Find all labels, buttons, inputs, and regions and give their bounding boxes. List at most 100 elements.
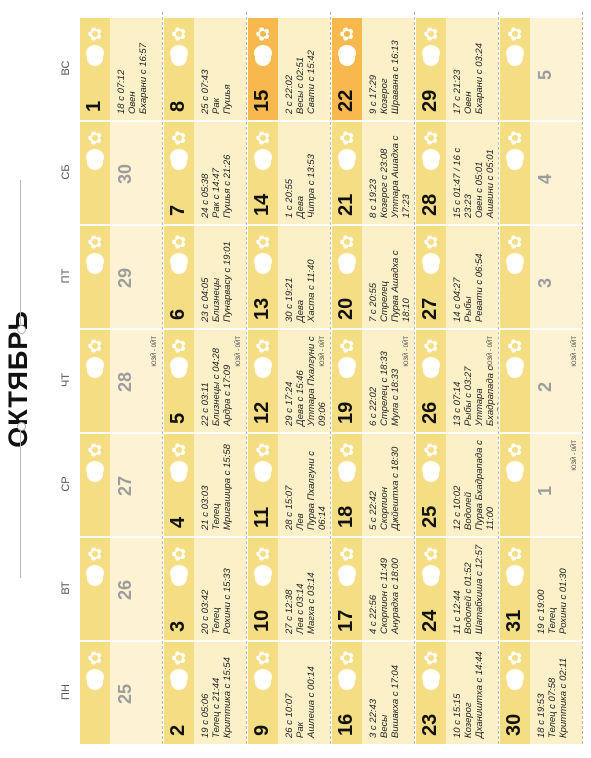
sync-mark: ЮЗЙ - 0ЙТ	[572, 440, 578, 471]
day-cell[interactable]: ✿ 28 15 с 01:47 / 16 с 23:23 Овен с 05:01 …	[416, 122, 498, 224]
moon-phase-icon	[255, 362, 271, 378]
day-cell[interactable]: ✿ 27	[80, 434, 162, 536]
day-cell[interactable]: ✿ 23 10 с 15:15 Козерог Дхаништха с 14:44	[416, 642, 498, 744]
day-cell[interactable]: ✿ 17 4 с 22:56 Скорпион с 11:49 Анурадха с…	[332, 538, 414, 640]
day-cell[interactable]: ✿ 3	[500, 226, 582, 328]
day-cell[interactable]: ✿ 8 25 с 07:43 Рак Пушья	[164, 18, 246, 120]
day-cell[interactable]: ✿ 4	[500, 122, 582, 224]
day-cell[interactable]: ✿ 7 24 с 05:38 Рак с 14:47 Пушья с 21:26	[164, 122, 246, 224]
day-cell[interactable]: ✿ 5 22 с 03:11 Близнецы с 04:28 Ардра с 17…	[164, 330, 246, 432]
moon-phase-icon	[87, 466, 103, 482]
flower-icon: ✿	[421, 442, 441, 458]
day-number: 16	[335, 713, 357, 736]
day-info: 14 с 04:27 Рыбы Ревати с 06:54	[452, 253, 485, 322]
flower-icon: ✿	[337, 130, 357, 146]
day-cell[interactable]: ✿ 31 19 с 19:00 Телец Рохини с 01:30	[500, 538, 582, 640]
day-cell[interactable]: ✿ 19 6 с 22:02 Стрелец с 18:33 Мула с 18:3…	[332, 330, 414, 432]
day-cell[interactable]: ✿ 1 ЮЗЙ - 0ЙТ	[500, 434, 582, 536]
flower-icon: ✿	[253, 234, 273, 250]
flower-icon: ✿	[169, 650, 189, 666]
flower-icon: ✿	[421, 650, 441, 666]
day-cell[interactable]: ✿ 14 1 с 20:55 Дева Читра с 13:53	[248, 122, 330, 224]
moon-phase-icon	[255, 674, 271, 690]
day-cell[interactable]: ✿ 9 26 с 10:07 Рак Ашлеша с 00:14	[248, 642, 330, 744]
moon-phase-icon	[87, 570, 103, 586]
flower-icon: ✿	[421, 338, 441, 354]
moon-phase-icon	[507, 466, 523, 482]
day-cell[interactable]: ✿ 26	[80, 538, 162, 640]
day-cell[interactable]: ✿ 11 28 с 15:07 Лев Пурва Пхалгуни с 06:14	[248, 434, 330, 536]
flower-icon: ✿	[505, 234, 525, 250]
day-info: 6 с 22:02 Стрелец с 18:33 Мула с 18:33	[368, 351, 401, 426]
day-info: 5 с 22:42 Скорпион Джйештха с 18:30	[368, 446, 401, 530]
moon-phase-icon	[255, 50, 271, 66]
moon-phase-icon	[339, 362, 355, 378]
day-cell[interactable]: ✿ 22 9 с 17:29 Козерог Шравана с 16:13	[332, 18, 414, 120]
day-cell[interactable]: ✿ 6 23 с 04:05 Близнецы Пунарвасу с 19:01	[164, 226, 246, 328]
day-header: ✿	[80, 330, 110, 432]
day-cell[interactable]: ✿ 25	[80, 642, 162, 744]
moon-phase-icon	[171, 154, 187, 170]
flower-icon: ✿	[169, 546, 189, 562]
day-number: 27	[419, 297, 441, 320]
day-cell[interactable]: ✿ 2 ЮЗЙ - 0ЙТ	[500, 330, 582, 432]
day-cell[interactable]: ✿ 2 19 с 05:06 Телец с 21:44 Криттика с 15…	[164, 642, 246, 744]
calendar-grid: ✿ 25 ✿ 26 ✿ 27 ✿ 28 ЮЗЙ - 0ЙТ ✿ 29 ✿ 30 ✿ 1 18 с 07:12 …	[80, 12, 585, 744]
day-cell[interactable]: ✿ 13 30 с 19:21 Дева Хаста с 11:40	[248, 226, 330, 328]
day-cell[interactable]: ✿ 20 7 с 20:55 Стрелец Пурва Ашадха с 18:1…	[332, 226, 414, 328]
day-cell[interactable]: ✿ 15 2 с 22:02 Весы с 02:51 Свати с 15:42	[248, 18, 330, 120]
flower-icon: ✿	[85, 234, 105, 250]
day-info: 21 с 03:03 Телец Мригашира с 15:58	[200, 444, 233, 530]
day-cell[interactable]: ✿ 29	[80, 226, 162, 328]
flower-icon: ✿	[505, 338, 525, 354]
day-cell[interactable]: ✿ 25 12 с 10:02 Водолей Пурва Бхадрапада с…	[416, 434, 498, 536]
day-cell[interactable]: ✿ 1 18 с 07:12 Овен Бхарани с 16:57	[80, 18, 162, 120]
weekday-sun: ВС	[60, 60, 72, 76]
day-cell[interactable]: ✿ 5	[500, 18, 582, 120]
day-cell[interactable]: ✿ 16 3 с 22:43 Весы Вишакха с 17:04	[332, 642, 414, 744]
sync-mark: ЮЗЙ - 0ЙТ	[152, 336, 158, 367]
day-info: 12 с 10:02 Водолей Пурва Бхадрапада с 11…	[452, 440, 496, 530]
day-cell[interactable]: ✿ 28 ЮЗЙ - 0ЙТ	[80, 330, 162, 432]
day-cell[interactable]: ✿ 18 5 с 22:42 Скорпион Джйештха с 18:30	[332, 434, 414, 536]
day-number: 21	[335, 193, 357, 216]
day-header: ✿	[500, 122, 530, 224]
month-title: ОКТЯБРЬ	[3, 310, 33, 448]
sync-mark: ЮЗЙ - 0ЙТ	[404, 336, 410, 367]
weekday-tue: ВТ	[60, 581, 72, 595]
day-cell[interactable]: ✿ 30	[80, 122, 162, 224]
day-cell[interactable]: ✿ 26 13 с 07:14 Рыбы с 03:27 Уттара Бхадра…	[416, 330, 498, 432]
day-number: 26	[115, 579, 135, 600]
flower-icon: ✿	[253, 338, 273, 354]
day-cell[interactable]: ✿ 4 21 с 03:03 Телец Мригашира с 15:58	[164, 434, 246, 536]
day-cell[interactable]: ✿ 12 29 с 17:24 Дева с 15:46 Уттара Пхалгу…	[248, 330, 330, 432]
moon-phase-icon	[87, 50, 103, 66]
day-cell[interactable]: ✿ 29 17 с 21:23 Овен Бхарани с 03:24	[416, 18, 498, 120]
moon-phase-icon	[339, 258, 355, 274]
weekday-mon: ПН	[60, 684, 72, 700]
day-number: 11	[251, 506, 273, 528]
day-cell[interactable]: ✿ 21 8 с 19:23 Козерог с 23:08 Уттара Ашад…	[332, 122, 414, 224]
moon-phase-icon	[423, 154, 439, 170]
moon-phase-icon	[339, 466, 355, 482]
moon-phase-icon	[171, 258, 187, 274]
flower-icon: ✿	[337, 338, 357, 354]
day-info: 27 с 12:38 Лев с 03:14 Магха с 03:14	[284, 572, 317, 634]
day-number: 25	[115, 683, 135, 704]
day-info: 2 с 22:02 Весы с 02:51 Свати с 15:42	[284, 50, 317, 114]
moon-phase-icon	[87, 674, 103, 690]
day-cell[interactable]: ✿ 24 11 с 12:44 Водолей с 01:52 Шатабхиша …	[416, 538, 498, 640]
day-cell[interactable]: ✿ 10 27 с 12:38 Лев с 03:14 Магха с 03:14	[248, 538, 330, 640]
day-header: ✿	[80, 226, 110, 328]
day-number: 31	[503, 609, 525, 632]
flower-icon: ✿	[85, 130, 105, 146]
flower-icon: ✿	[169, 234, 189, 250]
sync-mark: ЮЗЙ - 0ЙТ	[488, 336, 494, 367]
day-number: 9	[251, 724, 273, 736]
day-cell[interactable]: ✿ 3 20 с 03:42 Телец Рохини с 15:33	[164, 538, 246, 640]
flower-icon: ✿	[253, 546, 273, 562]
day-header: ✿	[80, 434, 110, 536]
day-cell[interactable]: ✿ 27 14 с 04:27 Рыбы Ревати с 06:54	[416, 226, 498, 328]
day-cell[interactable]: ✿ 30 18 с 19:53 Телец с 07:58 Криттика с 0…	[500, 642, 582, 744]
